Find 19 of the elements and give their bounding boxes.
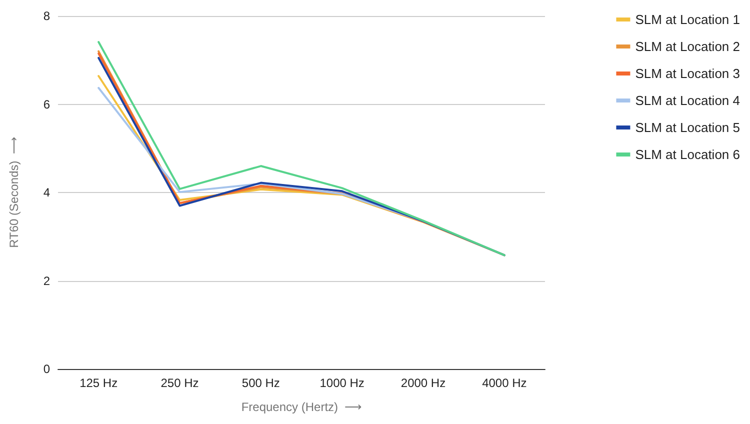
y-tick-label: 2 — [43, 274, 50, 288]
legend-label: SLM at Location 1 — [635, 12, 740, 27]
y-tick-label: 4 — [43, 186, 50, 200]
x-tick-label: 4000 Hz — [482, 376, 527, 390]
x-tick-label: 500 Hz — [242, 376, 280, 390]
x-tick-label: 250 Hz — [160, 376, 199, 390]
legend-label: SLM at Location 6 — [635, 147, 740, 162]
y-tick-label: 8 — [43, 9, 50, 23]
x-axis-title: Frequency (Hertz) ⟶ — [241, 400, 362, 414]
y-tick-label: 6 — [43, 97, 50, 112]
legend-label: SLM at Location 3 — [635, 66, 740, 81]
y-axis-title: RT60 (Seconds) ⟶ — [7, 137, 21, 248]
y-tick-label: 0 — [43, 362, 50, 376]
x-tick-label: 2000 Hz — [400, 376, 446, 390]
legend-label: SLM at Location 2 — [635, 39, 740, 54]
x-tick-label: 1000 Hz — [320, 376, 364, 390]
legend-label: SLM at Location 4 — [635, 93, 740, 108]
legend-label: SLM at Location 5 — [635, 120, 740, 135]
x-tick-label: 125 Hz — [80, 376, 118, 390]
